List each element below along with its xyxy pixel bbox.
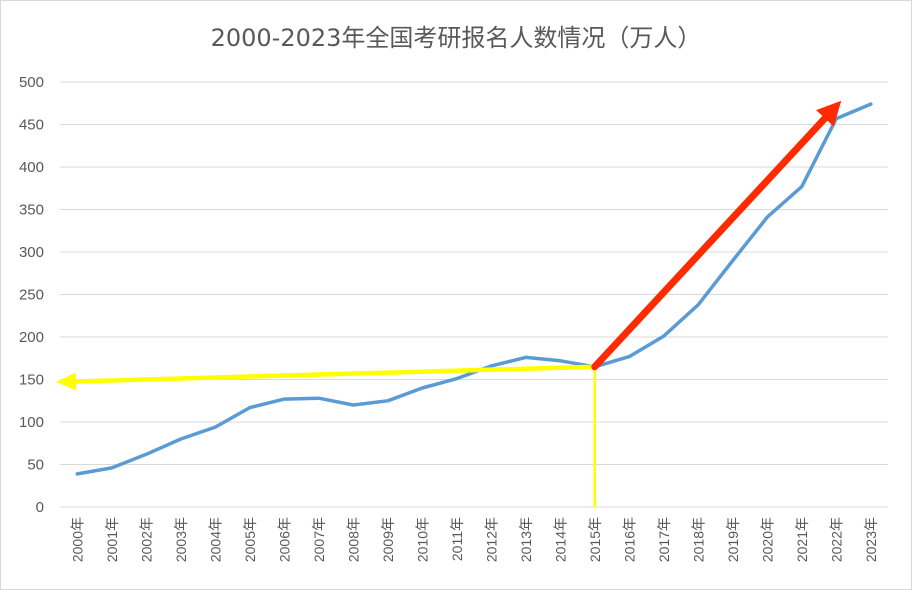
x-tick-label-2003年: 2003年: [173, 517, 189, 562]
x-tick-label-2008年: 2008年: [345, 517, 361, 562]
data-point-2023年: [869, 102, 873, 106]
x-tick-label-2018年: 2018年: [690, 517, 706, 562]
data-point-2020年: [765, 215, 769, 219]
annotation-red-arrow-head: [816, 100, 842, 127]
y-tick-label-350: 350: [19, 202, 44, 219]
data-point-2014年: [558, 359, 562, 363]
y-axis-tick-labels: 0 50 100 150 200 250 300 350 400 450 500: [19, 74, 44, 516]
annotation-yellow-arrow-shaft: [73, 364, 597, 384]
data-point-2000年: [75, 472, 79, 476]
x-tick-label-2006年: 2006年: [276, 517, 292, 562]
x-tick-label-2007年: 2007年: [311, 517, 327, 562]
data-point-2017年: [662, 334, 666, 338]
data-point-2005年: [248, 406, 252, 410]
x-tick-label-2002年: 2002年: [138, 517, 154, 562]
y-tick-label-450: 450: [19, 117, 44, 134]
x-tick-label-2023年: 2023年: [863, 517, 879, 562]
data-point-2008年: [351, 403, 355, 407]
x-tick-label-2011年: 2011年: [449, 517, 465, 561]
x-tick-label-2009年: 2009年: [380, 517, 396, 562]
data-point-2004年: [213, 425, 217, 429]
grid-lines: [60, 81, 888, 508]
x-tick-label-2019年: 2019年: [725, 517, 741, 562]
data-point-2013年: [524, 355, 528, 359]
data-point-2011年: [455, 377, 459, 381]
y-tick-label-250: 250: [19, 287, 44, 304]
data-point-2001年: [110, 466, 114, 470]
y-tick-label-150: 150: [19, 372, 44, 389]
annotation-layer: [56, 100, 842, 507]
data-point-2018年: [696, 303, 700, 307]
x-tick-label-2015年: 2015年: [587, 517, 603, 562]
chart-title: 2000-2023年全国考研报名人数情况（万人）: [210, 24, 702, 52]
x-tick-label-2021年: 2021年: [794, 517, 810, 562]
x-tick-label-2014年: 2014年: [552, 517, 568, 562]
x-tick-label-2004年: 2004年: [207, 517, 223, 562]
x-tick-label-2013年: 2013年: [518, 517, 534, 562]
x-tick-label-2001年: 2001年: [104, 517, 120, 562]
x-tick-label-2000年: 2000年: [69, 517, 85, 562]
y-tick-label-300: 300: [19, 244, 44, 261]
data-point-2010年: [420, 386, 424, 390]
annotation-yellow-arrow-head: [56, 372, 77, 391]
y-tick-label-100: 100: [19, 414, 44, 431]
annotation-red-arrow-shaft: [591, 114, 829, 371]
y-tick-label-200: 200: [19, 329, 44, 346]
series-layer: [75, 102, 873, 476]
data-point-2007年: [317, 396, 321, 400]
x-tick-label-2005年: 2005年: [242, 517, 258, 562]
y-tick-label-0: 0: [36, 499, 44, 516]
x-axis-tick-labels: 2000年 2001年 2002年 2003年 2004年 2005年 2006年 2007年…: [69, 517, 879, 562]
x-tick-label-2012年: 2012年: [483, 517, 499, 562]
data-point-2016年: [627, 355, 631, 359]
y-tick-label-500: 500: [19, 74, 44, 91]
x-tick-label-2022年: 2022年: [828, 517, 844, 562]
data-point-2006年: [282, 397, 286, 401]
x-tick-label-2010年: 2010年: [414, 517, 430, 562]
x-tick-label-2020年: 2020年: [759, 517, 775, 562]
data-point-2002年: [144, 452, 148, 456]
data-point-2009年: [386, 399, 390, 403]
data-point-2012年: [489, 364, 493, 368]
data-point-2021年: [800, 185, 804, 189]
x-tick-label-2016年: 2016年: [621, 517, 637, 562]
y-tick-label-50: 50: [27, 457, 44, 474]
data-point-2019年: [731, 259, 735, 262]
series-line-0: [75, 102, 873, 476]
data-point-2003年: [179, 437, 183, 441]
x-tick-label-2017年: 2017年: [656, 517, 672, 562]
y-tick-label-400: 400: [19, 159, 44, 176]
